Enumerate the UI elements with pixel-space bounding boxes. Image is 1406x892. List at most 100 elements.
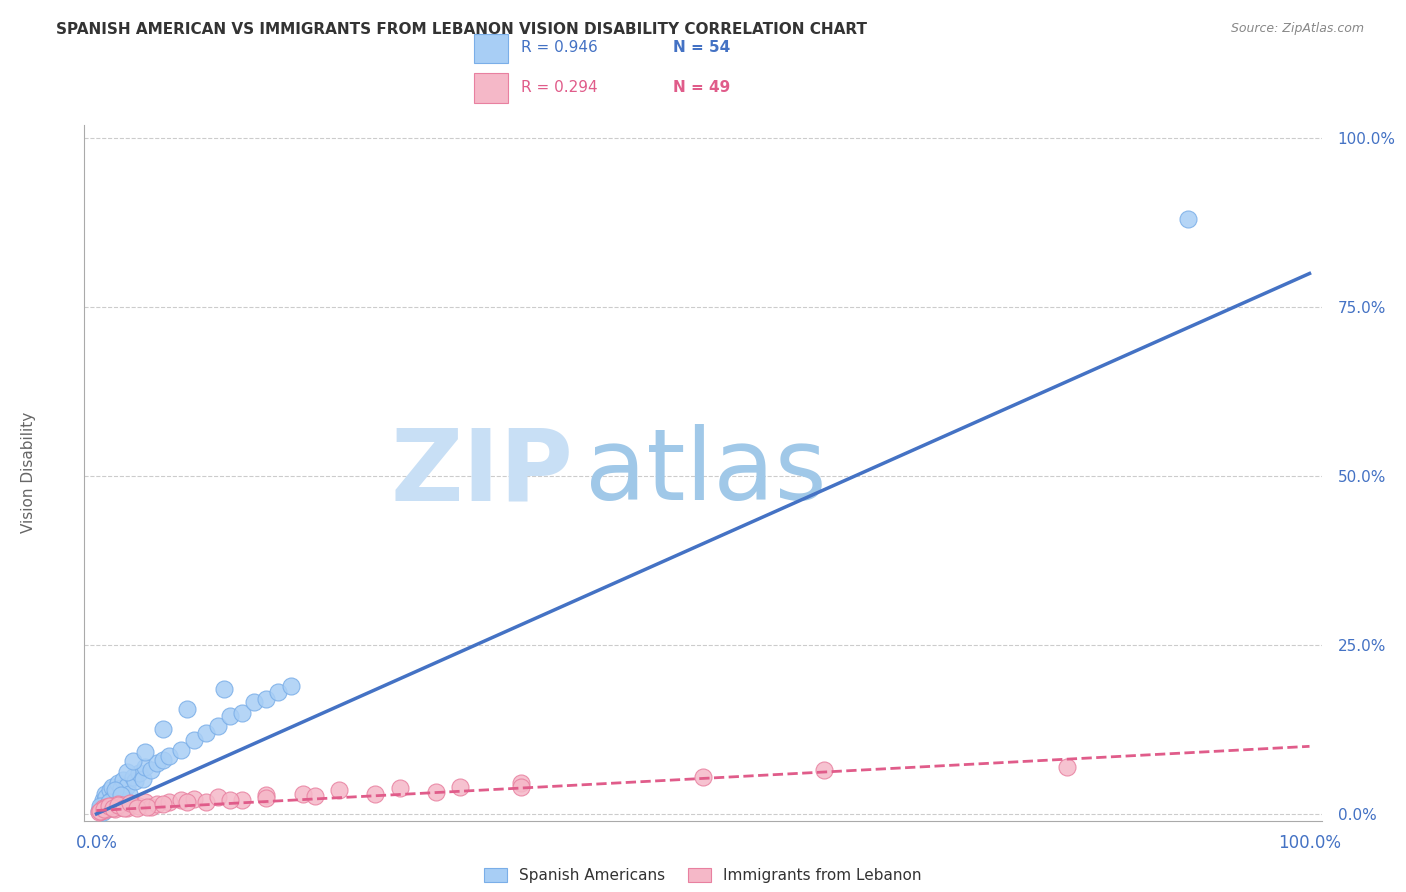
Point [425, 785, 447, 799]
Text: Source: ZipAtlas.com: Source: ZipAtlas.com [1230, 22, 1364, 36]
Point [94, 803, 117, 817]
Point [134, 795, 156, 809]
Text: R = 0.946: R = 0.946 [522, 40, 598, 55]
Point [87, 805, 110, 819]
Point [125, 801, 148, 815]
Point [207, 719, 229, 733]
Point [91, 805, 114, 819]
Text: atlas: atlas [585, 425, 827, 521]
Point [90, 800, 112, 814]
Point [134, 745, 156, 759]
Text: R = 0.294: R = 0.294 [522, 80, 598, 95]
Point [110, 781, 132, 796]
Point [110, 800, 132, 814]
Point [122, 754, 145, 768]
Point [107, 776, 129, 790]
Point [101, 780, 124, 794]
Point [97, 799, 120, 814]
Point [510, 780, 533, 794]
Point [146, 797, 169, 811]
Point [139, 800, 162, 814]
Point [813, 763, 835, 777]
Point [510, 776, 533, 790]
Point [115, 764, 138, 779]
Point [267, 685, 290, 699]
Point [280, 679, 302, 693]
Point [100, 798, 122, 813]
Point [157, 749, 180, 764]
Point [96, 798, 118, 813]
Point [110, 788, 132, 802]
Text: N = 54: N = 54 [673, 40, 731, 55]
Point [112, 789, 135, 804]
Point [231, 706, 253, 720]
Point [136, 800, 159, 814]
Point [120, 796, 142, 810]
Point [105, 797, 128, 811]
Point [93, 797, 115, 811]
Point [194, 795, 217, 809]
Point [96, 789, 118, 804]
Point [115, 801, 138, 815]
Point [124, 774, 146, 789]
Point [111, 800, 134, 814]
Point [1056, 759, 1078, 773]
Point [212, 681, 235, 696]
Point [104, 788, 127, 802]
Point [87, 804, 110, 818]
Point [328, 783, 350, 797]
Point [254, 791, 277, 805]
Point [97, 801, 120, 815]
Point [104, 802, 127, 816]
Point [134, 759, 156, 773]
Point [122, 797, 145, 811]
Point [131, 772, 153, 786]
Point [183, 792, 205, 806]
Point [364, 787, 387, 801]
Point [97, 795, 120, 809]
Point [108, 792, 131, 806]
Point [139, 763, 162, 777]
Legend: Spanish Americans, Immigrants from Lebanon: Spanish Americans, Immigrants from Leban… [478, 863, 928, 889]
Point [128, 798, 150, 813]
Point [97, 801, 120, 815]
Point [152, 723, 174, 737]
Point [388, 781, 411, 796]
Point [90, 804, 112, 818]
Point [89, 798, 111, 813]
Point [194, 726, 217, 740]
Point [118, 787, 141, 801]
Point [112, 798, 135, 813]
Point [219, 709, 242, 723]
Point [115, 779, 138, 793]
Point [449, 780, 471, 794]
Point [112, 773, 135, 788]
Point [183, 732, 205, 747]
Point [254, 788, 277, 802]
Point [107, 797, 129, 811]
Point [152, 797, 174, 812]
Point [89, 804, 111, 818]
Point [146, 756, 169, 771]
Y-axis label: Vision Disability: Vision Disability [21, 412, 35, 533]
Point [103, 801, 125, 815]
Point [231, 793, 253, 807]
FancyBboxPatch shape [474, 34, 508, 63]
Point [219, 793, 242, 807]
Point [122, 770, 145, 784]
Point [100, 793, 122, 807]
FancyBboxPatch shape [474, 73, 508, 103]
Point [128, 766, 150, 780]
Point [157, 795, 180, 809]
Point [243, 695, 266, 709]
Text: ZIP: ZIP [391, 425, 574, 521]
Point [170, 742, 193, 756]
Point [112, 801, 135, 815]
Point [176, 702, 198, 716]
Point [692, 770, 714, 784]
Point [1177, 212, 1199, 227]
Point [98, 783, 121, 797]
Point [170, 793, 193, 807]
Text: N = 49: N = 49 [673, 80, 731, 95]
Point [207, 789, 229, 804]
